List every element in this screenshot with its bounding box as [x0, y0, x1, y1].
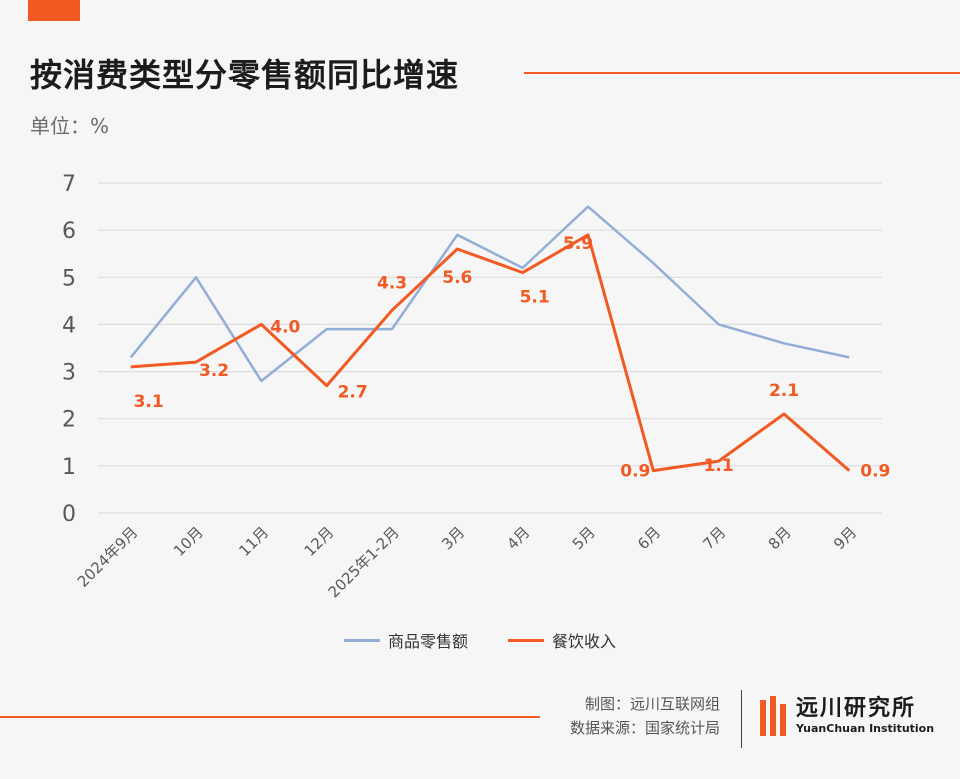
- x-tick-label: 2024年9月: [74, 523, 142, 591]
- title-rule: [524, 72, 960, 74]
- series-line-catering: [130, 233, 851, 473]
- data-label: 0.9: [620, 462, 650, 482]
- grid-lines: [98, 182, 882, 514]
- y-tick-label: 1: [62, 455, 76, 480]
- x-tick-label: 7月: [699, 523, 729, 553]
- credits: 制图：远川互联网组 数据来源：国家统计局: [570, 692, 720, 740]
- data-label: 4.3: [377, 273, 407, 293]
- data-label: 1.1: [704, 456, 734, 476]
- data-label: 5.1: [520, 288, 550, 308]
- legend-item-goods: 商品零售额: [343, 628, 468, 652]
- y-tick-labels: 0 1 2 3 4 5 6 7: [62, 172, 76, 527]
- data-label: 4.0: [270, 317, 300, 337]
- y-tick-label: 2: [62, 408, 76, 433]
- series-line-goods: [129, 205, 850, 383]
- y-tick-label: 7: [62, 172, 76, 197]
- y-tick-label: 5: [62, 266, 76, 291]
- legend: 商品零售额 餐饮收入: [0, 628, 960, 652]
- legend-swatch-catering: [508, 638, 544, 642]
- data-label: 0.9: [860, 462, 890, 482]
- data-label: 3.2: [199, 361, 229, 381]
- data-label: 5.6: [442, 268, 472, 288]
- x-tick-label: 8月: [765, 523, 795, 553]
- y-tick-label: 4: [62, 313, 76, 338]
- x-tick-label: 11月: [235, 523, 272, 560]
- data-label: 5.9: [563, 234, 593, 254]
- data-labels: 3.1 3.2 4.0 2.7 4.3 5.6 5.1 5.9 0.9 1.1 2.1 0.9: [134, 234, 891, 482]
- x-tick-label: 5月: [569, 523, 599, 553]
- legend-item-catering: 餐饮收入: [508, 628, 616, 652]
- y-tick-label: 0: [62, 502, 76, 527]
- credit-data-source: 数据来源：国家统计局: [569, 719, 720, 737]
- chart-title: 按消费类型分零售额同比增速: [30, 56, 460, 94]
- logo: 远川研究所 YuanChuan Institution: [760, 696, 934, 736]
- series-lines: [129, 205, 851, 473]
- legend-label-catering: 餐饮收入: [552, 632, 617, 651]
- x-tick-label: 6月: [634, 523, 664, 553]
- legend-swatch-goods: [343, 638, 380, 642]
- y-tick-label: 6: [62, 219, 76, 244]
- y-tick-label: 3: [62, 361, 76, 386]
- x-tick-label: 12月: [301, 523, 338, 560]
- logo-name-en: YuanChuan Institution: [796, 722, 935, 735]
- footer-rule: [0, 716, 540, 718]
- unit-label: 单位：%: [30, 114, 110, 138]
- x-tick-label: 9月: [830, 523, 860, 553]
- data-label: 2.1: [769, 381, 799, 401]
- x-tick-label: 4月: [503, 523, 533, 553]
- logo-mark-icon: [760, 696, 786, 736]
- data-label: 3.1: [134, 392, 164, 412]
- data-label: 2.7: [338, 383, 368, 403]
- top-accent-tab: [28, 0, 80, 21]
- credit-chart-maker: 制图：远川互联网组: [584, 695, 720, 713]
- logo-name-cn: 远川研究所: [796, 696, 917, 721]
- x-tick-label: 10月: [170, 523, 207, 560]
- x-tick-label: 3月: [438, 523, 468, 553]
- footer-divider: [741, 690, 742, 748]
- legend-label-goods: 商品零售额: [387, 632, 468, 651]
